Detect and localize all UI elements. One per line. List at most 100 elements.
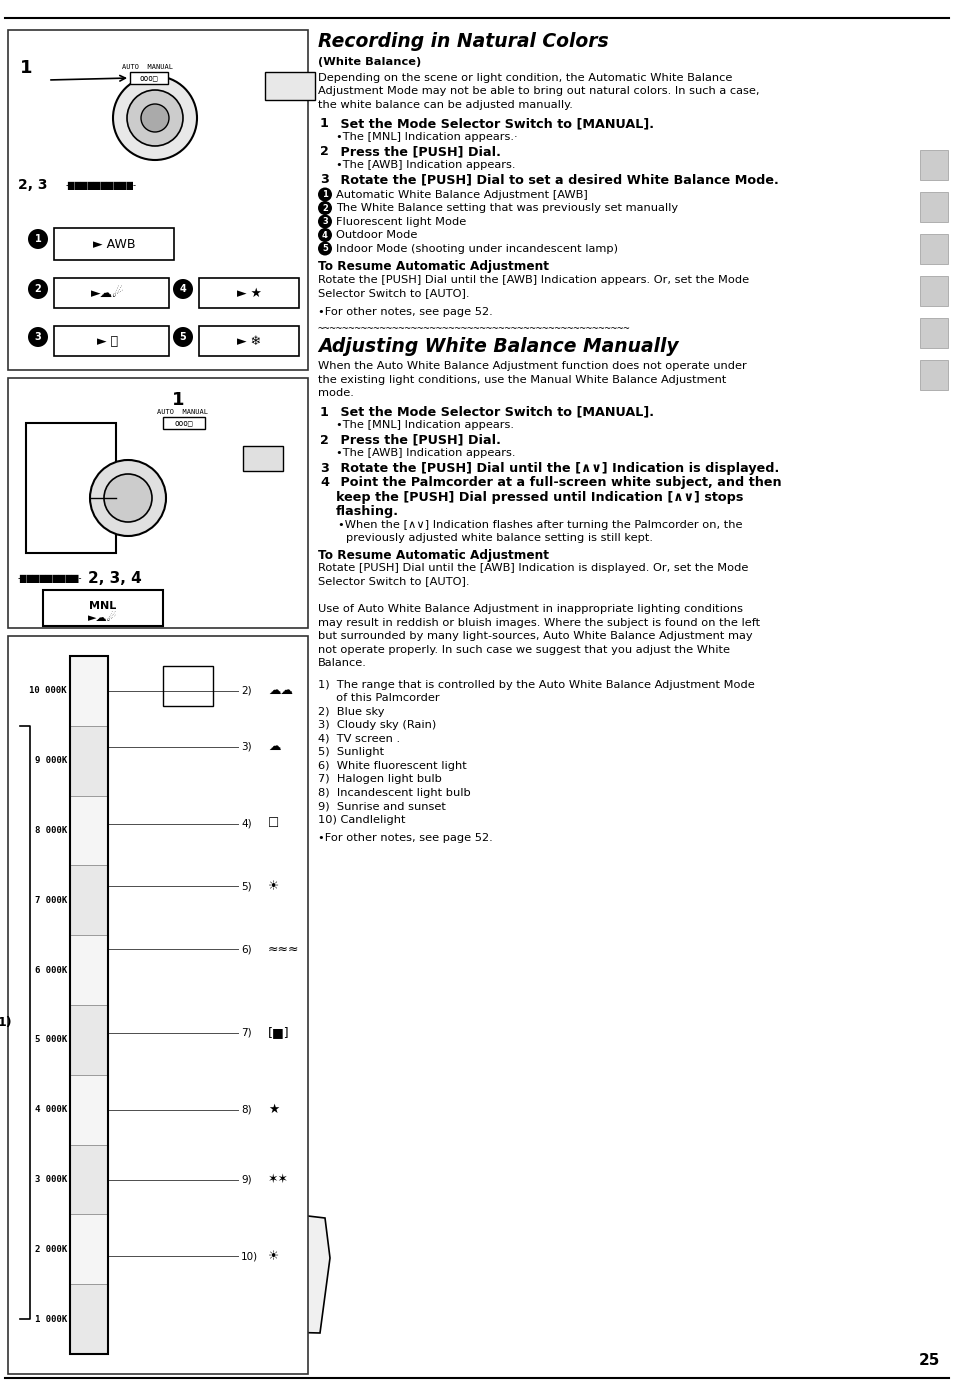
Text: flashing.: flashing. <box>335 505 398 518</box>
Text: 2: 2 <box>319 144 329 158</box>
Text: ✶✶: ✶✶ <box>268 1173 289 1185</box>
Text: 1): 1) <box>0 1016 12 1029</box>
Text: ooo□: ooo□ <box>139 74 158 82</box>
Text: ► ❄: ► ❄ <box>236 335 261 347</box>
Circle shape <box>317 242 332 255</box>
Text: 5 000K: 5 000K <box>34 1035 67 1044</box>
Bar <box>919 235 947 264</box>
Text: Set the Mode Selector Switch to [MANUAL].: Set the Mode Selector Switch to [MANUAL]… <box>335 117 654 130</box>
Text: 2: 2 <box>322 204 328 212</box>
Text: 1: 1 <box>322 190 328 198</box>
Text: 4)  TV screen .: 4) TV screen . <box>317 733 399 744</box>
Bar <box>919 359 947 390</box>
Text: When the Auto White Balance Adjustment function does not operate under: When the Auto White Balance Adjustment f… <box>317 361 746 371</box>
Text: •The [MNL] Indication appears.: •The [MNL] Indication appears. <box>335 421 514 430</box>
Text: ~~~~~~~~~~~~~~~~~~~~~~~~~~~~~~~~~~~~~~~~~~~~~~~~~~: ~~~~~~~~~~~~~~~~~~~~~~~~~~~~~~~~~~~~~~~~… <box>317 323 630 335</box>
Bar <box>919 150 947 180</box>
Text: Balance.: Balance. <box>317 658 367 668</box>
Bar <box>243 446 283 471</box>
Bar <box>54 278 169 308</box>
Text: Indoor Mode (shooting under incandescent lamp): Indoor Mode (shooting under incandescent… <box>335 243 618 254</box>
Text: 5): 5) <box>241 881 252 891</box>
Text: 6)  White fluorescent light: 6) White fluorescent light <box>317 761 466 770</box>
Bar <box>199 278 298 308</box>
Text: 10) Candlelight: 10) Candlelight <box>317 815 405 824</box>
Text: 9): 9) <box>241 1174 252 1184</box>
Text: 6 000K: 6 000K <box>34 966 67 974</box>
Text: mode.: mode. <box>317 389 354 398</box>
Text: -██████████-: -██████████- <box>66 180 137 190</box>
Text: •When the [∧∨] Indication flashes after turning the Palmcorder on, the: •When the [∧∨] Indication flashes after … <box>337 519 741 529</box>
Text: ☐: ☐ <box>268 818 279 830</box>
Text: 6): 6) <box>241 944 252 954</box>
Text: Recording in Natural Colors: Recording in Natural Colors <box>317 32 608 51</box>
Text: 5)  Sunlight: 5) Sunlight <box>317 747 384 756</box>
Text: ★: ★ <box>268 1103 279 1116</box>
Text: 8): 8) <box>241 1105 252 1115</box>
Text: previously adjusted white balance setting is still kept.: previously adjusted white balance settin… <box>346 533 652 543</box>
Text: of this Palmcorder: of this Palmcorder <box>317 693 439 702</box>
Text: Rotate the [PUSH] Dial until the [AWB] Indication appears. Or, set the Mode: Rotate the [PUSH] Dial until the [AWB] I… <box>317 275 748 285</box>
Bar <box>8 31 308 371</box>
Text: the existing light conditions, use the Manual White Balance Adjustment: the existing light conditions, use the M… <box>317 375 725 384</box>
Bar <box>26 423 116 552</box>
Text: 3)  Cloudy sky (Rain): 3) Cloudy sky (Rain) <box>317 720 436 730</box>
Text: ☁☁: ☁☁ <box>268 684 293 697</box>
Text: but surrounded by many light-sources, Auto White Balance Adjustment may: but surrounded by many light-sources, Au… <box>317 632 752 641</box>
Text: 3: 3 <box>34 332 41 341</box>
Text: ☀: ☀ <box>268 880 279 892</box>
Text: 4: 4 <box>179 285 186 294</box>
Text: 9 000K: 9 000K <box>34 756 67 765</box>
Text: not operate properly. In such case we suggest that you adjust the White: not operate properly. In such case we su… <box>317 644 729 655</box>
Text: 1: 1 <box>319 405 329 419</box>
Text: ► ⛷: ► ⛷ <box>97 335 118 347</box>
Text: 4: 4 <box>322 230 328 240</box>
Bar <box>54 326 169 355</box>
Bar <box>70 1145 108 1214</box>
Text: Point the Palmcorder at a full-screen white subject, and then: Point the Palmcorder at a full-screen wh… <box>335 476 781 489</box>
Text: Rotate the [PUSH] Dial to set a desired White Balance Mode.: Rotate the [PUSH] Dial to set a desired … <box>335 174 778 186</box>
Text: Set the Mode Selector Switch to [MANUAL].: Set the Mode Selector Switch to [MANUAL]… <box>335 405 654 419</box>
Circle shape <box>172 279 193 298</box>
Bar <box>8 378 308 627</box>
Bar <box>199 326 298 355</box>
Text: •For other notes, see page 52.: •For other notes, see page 52. <box>317 833 493 843</box>
Text: 4): 4) <box>241 819 252 829</box>
Circle shape <box>28 328 48 347</box>
Text: To Resume Automatic Adjustment: To Resume Automatic Adjustment <box>317 260 548 273</box>
Bar <box>130 72 168 85</box>
Bar <box>70 1074 108 1145</box>
Text: 1)  The range that is controlled by the Auto White Balance Adjustment Mode: 1) The range that is controlled by the A… <box>317 680 754 690</box>
Text: •The [MNL] Indication appears.·: •The [MNL] Indication appears.· <box>335 132 517 142</box>
Circle shape <box>112 76 196 160</box>
Text: the white balance can be adjusted manually.: the white balance can be adjusted manual… <box>317 100 572 110</box>
Text: 1: 1 <box>34 235 41 244</box>
Text: 3: 3 <box>319 461 329 475</box>
Polygon shape <box>98 830 288 949</box>
Text: Outdoor Mode: Outdoor Mode <box>335 230 416 240</box>
Text: keep the [PUSH] Dial pressed until Indication [∧∨] stops: keep the [PUSH] Dial pressed until Indic… <box>335 490 742 504</box>
Text: 3: 3 <box>319 174 329 186</box>
Text: (White Balance): (White Balance) <box>317 57 421 67</box>
Text: [■]: [■] <box>268 1026 290 1040</box>
Text: 2)  Blue sky: 2) Blue sky <box>317 706 384 716</box>
Bar <box>163 416 205 429</box>
Text: ≈≈≈: ≈≈≈ <box>268 942 299 956</box>
Text: •The [AWB] Indication appears.: •The [AWB] Indication appears. <box>335 160 515 169</box>
Polygon shape <box>120 1208 330 1332</box>
Circle shape <box>317 228 332 242</box>
Text: Adjustment Mode may not be able to bring out natural colors. In such a case,: Adjustment Mode may not be able to bring… <box>317 86 759 96</box>
Bar <box>70 1214 108 1284</box>
Text: 2: 2 <box>34 285 41 294</box>
Text: 3: 3 <box>322 217 328 226</box>
Text: 1: 1 <box>20 60 32 76</box>
Circle shape <box>317 215 332 229</box>
Bar <box>265 72 314 100</box>
Circle shape <box>28 229 48 248</box>
Circle shape <box>104 473 152 522</box>
Circle shape <box>127 90 183 146</box>
Text: 10): 10) <box>241 1251 258 1262</box>
Text: Use of Auto White Balance Adjustment in inappropriate lighting conditions: Use of Auto White Balance Adjustment in … <box>317 604 742 613</box>
Text: 25: 25 <box>918 1353 939 1369</box>
Text: 2, 3, 4: 2, 3, 4 <box>88 570 142 586</box>
